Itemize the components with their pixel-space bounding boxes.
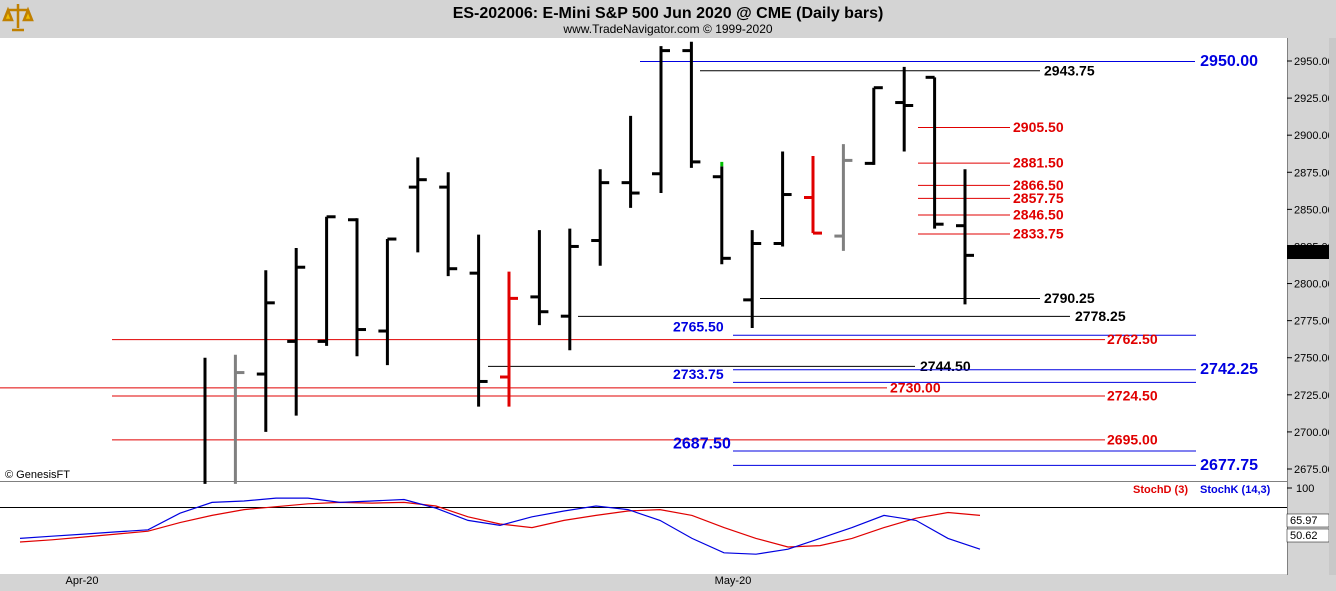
x-axis: Apr-20 May-20 xyxy=(65,575,751,587)
stoch-series-line xyxy=(19,497,981,555)
ohlc-bar xyxy=(591,169,610,266)
chart-subtitle: www.TradeNavigator.com © 1999-2020 xyxy=(562,22,772,36)
level-label: 2765.50 xyxy=(673,319,724,335)
y-tick-label: 2925.00 xyxy=(1294,93,1334,105)
ohlc-bar xyxy=(530,230,549,326)
x-tick-label: Apr-20 xyxy=(65,575,98,587)
ohlc-bar xyxy=(348,218,366,357)
level-label: 2724.50 xyxy=(1107,388,1158,404)
ohlc-bar xyxy=(895,66,914,152)
level-lines: 2950.00 2943.75 2905.50 2881.50 2866.502857.… xyxy=(0,53,1258,474)
stoch-last-label: 65.97 xyxy=(1290,515,1318,527)
ohlc-bar xyxy=(834,144,853,251)
ohlc-bar xyxy=(773,151,792,247)
level-label: 2762.50 xyxy=(1107,331,1158,347)
level-label: 2695.00 xyxy=(1107,431,1158,447)
last-price-label: 2819.00 xyxy=(1288,247,1328,259)
app-logo-icon[interactable] xyxy=(2,2,36,34)
y-tick-label: 2675.00 xyxy=(1294,464,1334,476)
chart-title: ES-202006: E-Mini S&P 500 Jun 2020 @ CME… xyxy=(453,5,884,22)
level-label: 2866.50 xyxy=(1013,177,1064,193)
level-label: 2905.50 xyxy=(1013,119,1064,135)
level-label: 2742.25 xyxy=(1200,361,1258,378)
level-label: 2857.75 xyxy=(1013,190,1064,206)
level-label: 2677.75 xyxy=(1200,457,1258,474)
y-tick-label: 2800.00 xyxy=(1294,279,1334,291)
last-price-marker: 2819.00 xyxy=(1287,245,1329,259)
level-label: 2833.75 xyxy=(1013,225,1064,241)
ohlc-bar xyxy=(925,75,944,229)
ohlc-bar xyxy=(652,46,670,194)
ohlc-bar xyxy=(560,228,579,351)
level-label: 2950.00 xyxy=(1200,53,1258,70)
y-tick-label: 100 xyxy=(1296,483,1314,495)
ohlc-bar xyxy=(233,354,245,484)
stoch-last-label: 50.62 xyxy=(1290,530,1318,542)
level-label: 2744.50 xyxy=(920,358,971,374)
stoch-legend-stochd: StochD (3) xyxy=(1133,484,1188,496)
ohlc-bar xyxy=(500,271,518,407)
level-label: 2846.50 xyxy=(1013,207,1064,223)
ohlc-bar xyxy=(287,247,306,416)
vertical-scrollbar[interactable] xyxy=(1329,38,1336,575)
ohlc-bar xyxy=(378,237,397,366)
stoch-legend-stochk: StochK (14,3) xyxy=(1200,484,1271,496)
price-bars xyxy=(203,41,974,484)
ohlc-bar xyxy=(804,155,822,235)
ohlc-bar xyxy=(317,215,336,346)
ohlc-bar xyxy=(469,234,488,407)
level-label: 2730.00 xyxy=(890,379,941,395)
level-label: 2790.25 xyxy=(1044,290,1095,306)
ohlc-bar xyxy=(256,270,275,432)
ohlc-bar xyxy=(743,230,762,329)
y-tick-label: 2775.00 xyxy=(1294,316,1334,328)
y-tick-label: 2725.00 xyxy=(1294,390,1334,402)
watermark: © GenesisFT xyxy=(5,469,70,481)
level-label: 2733.75 xyxy=(673,366,724,382)
ohlc-bar xyxy=(682,41,701,168)
y-tick-label: 2700.00 xyxy=(1294,427,1334,439)
level-label: 2778.25 xyxy=(1075,308,1126,324)
ohlc-bar xyxy=(621,115,640,208)
y-tick-label: 2850.00 xyxy=(1294,204,1334,216)
ohlc-bar xyxy=(408,157,427,253)
level-label: 2687.50 xyxy=(673,435,731,452)
level-label: 2881.50 xyxy=(1013,155,1064,171)
y-tick-label: 2900.00 xyxy=(1294,130,1334,142)
price-pane xyxy=(0,38,1287,481)
x-tick-label: May-20 xyxy=(715,575,752,587)
stoch-series-line xyxy=(19,501,981,548)
ohlc-bar xyxy=(864,86,883,165)
ohlc-bar xyxy=(712,166,731,265)
y-tick-label: 2750.00 xyxy=(1294,353,1334,365)
y-tick-label: 2875.00 xyxy=(1294,167,1334,179)
stochastic-pane xyxy=(0,482,1287,574)
ohlc-bar xyxy=(439,172,458,277)
level-label: 2943.75 xyxy=(1044,62,1095,78)
ohlc-bar xyxy=(956,169,974,305)
y-tick-label: 2950.00 xyxy=(1294,56,1334,68)
